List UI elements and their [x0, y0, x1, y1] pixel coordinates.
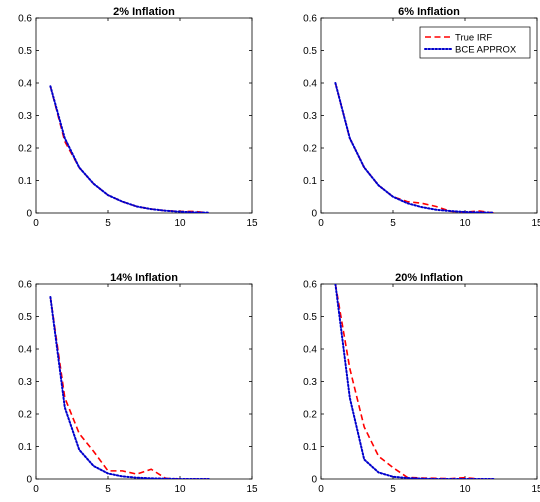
- y-tick-label: 0.2: [303, 410, 317, 421]
- y-tick-label: 0.4: [303, 345, 317, 356]
- x-tick-label: 10: [459, 484, 471, 495]
- x-tick-label: 5: [105, 484, 111, 495]
- y-tick-label: 0.2: [18, 144, 32, 155]
- series-line-bce-approx: [334, 284, 495, 479]
- y-tick-label: 0.5: [18, 312, 32, 323]
- x-tick-label: 15: [531, 484, 540, 495]
- panel-2: 0 5 10 15 0 0.1 0.2 0.3 0.4 0.5 0.6 6% Inflation Tru…: [303, 6, 540, 229]
- x-tick-label: 0: [33, 484, 39, 495]
- y-tick-label: 0.6: [303, 280, 317, 291]
- y-tick-label: 0: [311, 475, 317, 486]
- axes-frame: [320, 283, 538, 480]
- y-tick-label: 0.3: [303, 111, 317, 122]
- y-tick-label: 0.5: [303, 312, 317, 323]
- y-tick-label: 0.4: [18, 345, 32, 356]
- y-tick-label: 0.6: [18, 14, 32, 25]
- y-tick-label: 0: [26, 475, 32, 486]
- axes-frame: [35, 17, 253, 214]
- y-tick-label: 0.4: [303, 79, 317, 90]
- x-tick-label: 5: [390, 484, 396, 495]
- x-tick-label: 0: [318, 218, 324, 229]
- panel-3: 0 5 10 15 0 0.1 0.2 0.3 0.4 0.5 0.6 14% Inflation: [18, 272, 258, 495]
- y-tick-label: 0.1: [303, 176, 317, 187]
- y-tick-label: 0.4: [18, 79, 32, 90]
- y-tick-label: 0.1: [303, 442, 317, 453]
- series-line-bce-approx: [334, 82, 495, 213]
- series-line-bce-approx: [49, 85, 210, 213]
- y-tick-label: 0.6: [18, 280, 32, 291]
- y-tick-label: 0: [311, 209, 317, 220]
- y-tick-label: 0.2: [18, 410, 32, 421]
- x-tick-label: 0: [318, 484, 324, 495]
- panel-title: 20% Inflation: [395, 272, 463, 284]
- panel-title: 6% Inflation: [398, 6, 460, 18]
- y-tick-label: 0: [26, 209, 32, 220]
- series-line-bce-approx: [49, 296, 210, 479]
- y-tick-label: 0.5: [18, 46, 32, 57]
- legend-label: BCE APPROX: [455, 45, 517, 56]
- panel-title: 2% Inflation: [113, 6, 175, 18]
- y-tick-label: 0.6: [303, 14, 317, 25]
- series-line-true-irf: [49, 296, 209, 479]
- x-tick-label: 5: [105, 218, 111, 229]
- y-tick-label: 0.1: [18, 176, 32, 187]
- x-tick-label: 15: [246, 484, 258, 495]
- y-tick-label: 0.3: [18, 111, 32, 122]
- x-tick-label: 0: [33, 218, 39, 229]
- x-tick-label: 15: [531, 218, 540, 229]
- axes-frame: [35, 283, 253, 480]
- y-tick-label: 0.3: [18, 377, 32, 388]
- x-tick-label: 10: [174, 484, 186, 495]
- panel-title: 14% Inflation: [110, 272, 178, 284]
- x-tick-label: 10: [459, 218, 471, 229]
- y-tick-label: 0.5: [303, 46, 317, 57]
- panel-1: 0 5 10 15 0 0.1 0.2 0.3 0.4 0.5 0.6 2% Inflation: [18, 6, 258, 229]
- panel-4: 0 5 10 15 0 0.1 0.2 0.3 0.4 0.5 0.6 20% Inflation: [303, 272, 540, 495]
- legend-label: True IRF: [455, 33, 492, 44]
- x-tick-label: 5: [390, 218, 396, 229]
- y-tick-label: 0.1: [18, 442, 32, 453]
- legend-box: [419, 26, 531, 59]
- y-tick-label: 0.2: [303, 144, 317, 155]
- x-tick-label: 10: [174, 218, 186, 229]
- series-line-true-irf: [334, 82, 494, 213]
- y-tick-label: 0.3: [303, 377, 317, 388]
- x-tick-label: 15: [246, 218, 258, 229]
